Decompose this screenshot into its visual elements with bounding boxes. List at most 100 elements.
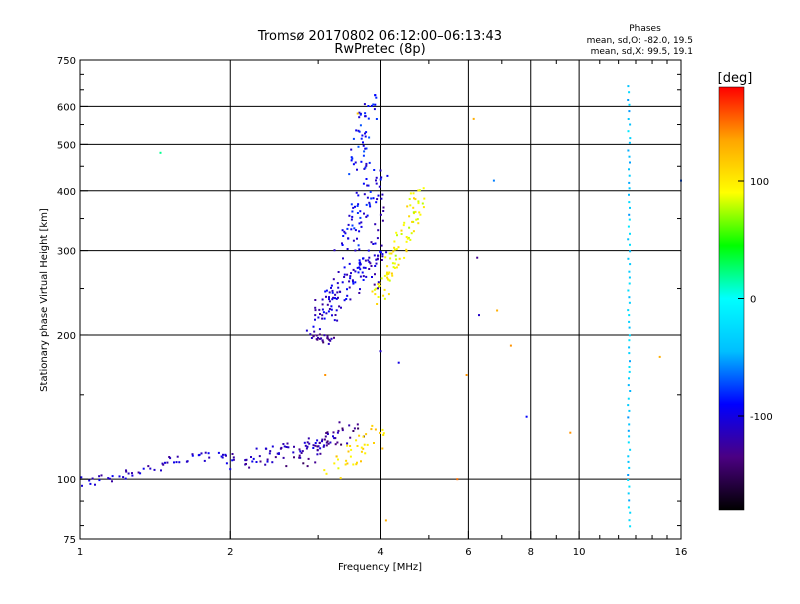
data-point bbox=[250, 456, 252, 458]
data-point bbox=[286, 442, 289, 445]
data-point bbox=[628, 370, 631, 373]
data-point bbox=[315, 334, 318, 337]
x-tick-label: 10 bbox=[573, 547, 586, 558]
data-point bbox=[345, 459, 348, 462]
data-point bbox=[323, 444, 326, 447]
data-point bbox=[383, 297, 386, 300]
data-point bbox=[318, 441, 321, 444]
data-point bbox=[333, 462, 336, 465]
data-point bbox=[373, 108, 376, 111]
data-point bbox=[324, 290, 327, 293]
data-point bbox=[365, 215, 368, 218]
data-point bbox=[312, 325, 315, 328]
data-point bbox=[405, 250, 408, 253]
data-point bbox=[314, 299, 317, 301]
data-point bbox=[347, 223, 350, 226]
data-point bbox=[388, 279, 391, 282]
data-point bbox=[419, 213, 422, 216]
data-point bbox=[628, 168, 630, 171]
data-point bbox=[629, 360, 631, 363]
data-point bbox=[381, 253, 384, 256]
data-point bbox=[175, 461, 178, 464]
colorbar-label: [deg] bbox=[718, 71, 753, 86]
data-point bbox=[628, 377, 630, 380]
data-point bbox=[231, 459, 234, 462]
data-point bbox=[412, 220, 415, 223]
data-point bbox=[287, 446, 290, 449]
data-point bbox=[627, 309, 630, 312]
data-point bbox=[377, 287, 379, 290]
data-point bbox=[394, 254, 397, 257]
data-point bbox=[393, 240, 396, 243]
data-point bbox=[364, 115, 367, 118]
data-point bbox=[350, 448, 353, 451]
data-point bbox=[371, 424, 374, 427]
data-point bbox=[375, 176, 378, 179]
data-point bbox=[391, 262, 394, 265]
data-point bbox=[397, 263, 400, 266]
data-point bbox=[91, 477, 94, 480]
data-point bbox=[381, 219, 384, 222]
data-point bbox=[389, 257, 392, 260]
data-point bbox=[360, 225, 363, 228]
data-point bbox=[628, 201, 631, 204]
data-point bbox=[629, 137, 632, 140]
data-point bbox=[339, 477, 342, 480]
data-point bbox=[408, 215, 411, 218]
data-point bbox=[392, 266, 395, 269]
data-point bbox=[376, 258, 379, 261]
data-point bbox=[627, 149, 630, 152]
data-point bbox=[355, 439, 358, 442]
data-point bbox=[383, 288, 386, 291]
data-point bbox=[319, 313, 321, 315]
data-point bbox=[417, 222, 420, 225]
data-point bbox=[403, 256, 406, 259]
data-point bbox=[355, 129, 358, 132]
data-point bbox=[360, 221, 363, 224]
data-point bbox=[346, 442, 349, 445]
data-point bbox=[396, 234, 398, 237]
data-point bbox=[166, 461, 169, 464]
data-point bbox=[629, 448, 632, 451]
data-point bbox=[628, 110, 631, 113]
data-point bbox=[331, 291, 334, 294]
data-point bbox=[317, 445, 320, 448]
data-point bbox=[337, 458, 339, 461]
data-point bbox=[393, 246, 396, 249]
data-point bbox=[178, 461, 181, 464]
data-point bbox=[354, 229, 357, 232]
data-point bbox=[628, 155, 631, 158]
data-point bbox=[364, 166, 367, 169]
data-point bbox=[385, 251, 388, 254]
data-point bbox=[305, 447, 308, 450]
data-point bbox=[362, 154, 365, 157]
data-point bbox=[108, 477, 111, 480]
data-point bbox=[346, 444, 349, 447]
data-point bbox=[627, 257, 630, 260]
data-point bbox=[80, 476, 83, 479]
data-point bbox=[628, 213, 631, 216]
data-point bbox=[341, 242, 343, 245]
data-point bbox=[325, 432, 328, 434]
data-point bbox=[379, 213, 382, 216]
data-point bbox=[403, 221, 406, 224]
data-point bbox=[142, 467, 145, 470]
data-point bbox=[380, 277, 383, 280]
data-point bbox=[326, 335, 329, 338]
data-point bbox=[628, 103, 631, 106]
x-tick-label: 16 bbox=[675, 547, 688, 558]
data-point bbox=[292, 451, 295, 454]
data-point bbox=[628, 339, 631, 342]
data-point bbox=[377, 281, 380, 284]
data-point bbox=[100, 474, 103, 477]
data-point bbox=[341, 429, 344, 432]
data-point bbox=[122, 476, 125, 479]
data-point bbox=[414, 210, 417, 213]
data-point bbox=[372, 197, 375, 200]
data-point bbox=[358, 130, 361, 133]
data-point bbox=[358, 434, 361, 437]
data-point bbox=[303, 441, 306, 444]
data-point bbox=[628, 409, 631, 412]
data-point bbox=[299, 450, 302, 453]
data-point bbox=[225, 462, 228, 465]
